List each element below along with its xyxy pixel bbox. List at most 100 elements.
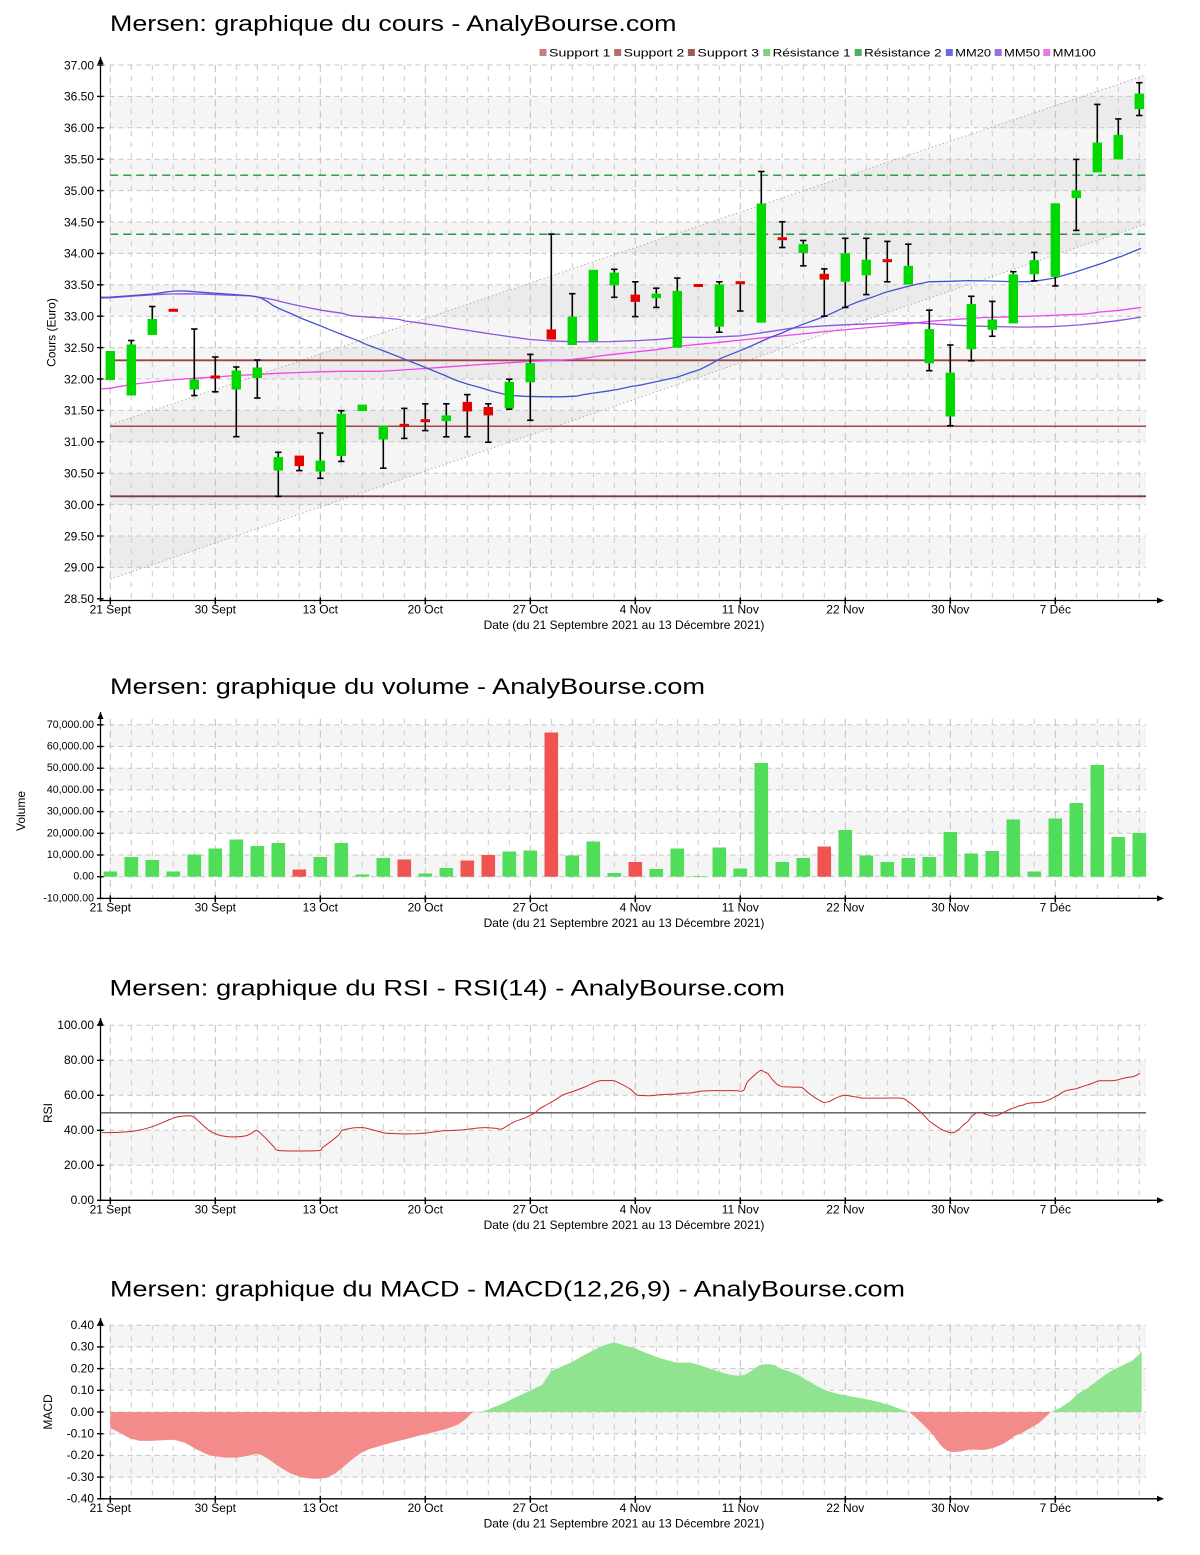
svg-text:Résistance 1: Résistance 1 [773, 48, 851, 60]
svg-text:20 Oct: 20 Oct [408, 1501, 444, 1515]
svg-text:Cours (Euro): Cours (Euro) [45, 298, 59, 367]
svg-text:Date (du 21 Septembre 2021 au: Date (du 21 Septembre 2021 au 13 Décembr… [484, 916, 765, 930]
svg-text:35.50: 35.50 [64, 153, 94, 167]
svg-text:21 Sept: 21 Sept [90, 603, 132, 617]
svg-text:33.00: 33.00 [64, 310, 94, 324]
svg-text:13 Oct: 13 Oct [303, 1203, 339, 1217]
svg-text:7 Déc: 7 Déc [1040, 1203, 1071, 1217]
svg-text:40.00: 40.00 [64, 1123, 94, 1137]
svg-text:30 Nov: 30 Nov [931, 1203, 969, 1217]
svg-text:36.50: 36.50 [64, 90, 94, 104]
svg-text:13 Oct: 13 Oct [303, 603, 339, 617]
svg-text:4 Nov: 4 Nov [620, 1203, 651, 1217]
svg-text:22 Nov: 22 Nov [826, 901, 864, 915]
svg-text:11 Nov: 11 Nov [722, 1501, 759, 1515]
svg-text:Date (du 21 Septembre 2021 au: Date (du 21 Septembre 2021 au 13 Décembr… [484, 1218, 765, 1232]
svg-text:80.00: 80.00 [64, 1053, 94, 1067]
svg-text:30,000.00: 30,000.00 [47, 806, 94, 818]
svg-text:Support 3: Support 3 [697, 48, 759, 60]
svg-text:30.00: 30.00 [64, 498, 94, 512]
svg-text:20.00: 20.00 [64, 1158, 94, 1172]
svg-text:21 Sept: 21 Sept [90, 1203, 132, 1217]
svg-text:10,000.00: 10,000.00 [47, 849, 94, 861]
svg-text:0.40: 0.40 [71, 1318, 95, 1332]
svg-text:27 Oct: 27 Oct [513, 603, 549, 617]
svg-text:-0.30: -0.30 [67, 1470, 95, 1484]
svg-text:0.00: 0.00 [71, 1405, 95, 1419]
svg-text:Support 2: Support 2 [624, 48, 685, 60]
svg-text:34.50: 34.50 [64, 215, 94, 229]
svg-text:Date (du 21 Septembre 2021 au: Date (du 21 Septembre 2021 au 13 Décembr… [484, 1516, 765, 1530]
svg-text:MM100: MM100 [1053, 48, 1096, 60]
svg-text:0.10: 0.10 [71, 1383, 95, 1397]
svg-text:27 Oct: 27 Oct [513, 1203, 549, 1217]
svg-text:32.00: 32.00 [64, 372, 94, 386]
svg-text:20 Oct: 20 Oct [408, 901, 444, 915]
svg-text:MM20: MM20 [955, 48, 991, 60]
svg-text:60,000.00: 60,000.00 [47, 741, 94, 753]
svg-text:0.20: 0.20 [71, 1361, 95, 1375]
svg-text:Mersen: graphique du volume -: Mersen: graphique du volume - AnalyBours… [110, 674, 705, 699]
svg-text:34.00: 34.00 [64, 247, 94, 261]
svg-text:Mersen: graphique du MACD - MA: Mersen: graphique du MACD - MACD(12,26,9… [110, 1277, 905, 1302]
svg-text:7 Déc: 7 Déc [1040, 1501, 1071, 1515]
svg-text:0.30: 0.30 [71, 1340, 95, 1354]
svg-text:100.00: 100.00 [57, 1018, 94, 1032]
svg-text:21 Sept: 21 Sept [90, 1501, 132, 1515]
svg-text:70,000.00: 70,000.00 [47, 719, 94, 731]
svg-text:-0.20: -0.20 [67, 1448, 95, 1462]
svg-text:22 Nov: 22 Nov [826, 1501, 864, 1515]
svg-text:MACD: MACD [41, 1394, 55, 1430]
svg-text:35.00: 35.00 [64, 184, 94, 198]
svg-text:29.50: 29.50 [64, 529, 94, 543]
svg-text:7 Déc: 7 Déc [1040, 901, 1071, 915]
svg-text:37.00: 37.00 [64, 58, 94, 72]
svg-text:4 Nov: 4 Nov [620, 603, 651, 617]
svg-text:22 Nov: 22 Nov [826, 1203, 864, 1217]
svg-text:27 Oct: 27 Oct [513, 1501, 549, 1515]
svg-text:7 Déc: 7 Déc [1040, 603, 1071, 617]
svg-text:30 Sept: 30 Sept [195, 901, 237, 915]
svg-text:30 Nov: 30 Nov [931, 901, 969, 915]
svg-text:Mersen: graphique du cours - A: Mersen: graphique du cours - AnalyBourse… [110, 11, 677, 36]
svg-text:Date (du 21 Septembre 2021 au: Date (du 21 Septembre 2021 au 13 Décembr… [484, 618, 765, 632]
svg-text:36.00: 36.00 [64, 121, 94, 135]
svg-text:Résistance 2: Résistance 2 [864, 48, 941, 60]
svg-text:30 Sept: 30 Sept [195, 603, 237, 617]
svg-text:30 Sept: 30 Sept [195, 1501, 237, 1515]
svg-text:11 Nov: 11 Nov [722, 603, 759, 617]
svg-text:50,000.00: 50,000.00 [47, 762, 94, 774]
svg-text:22 Nov: 22 Nov [826, 603, 864, 617]
svg-text:11 Nov: 11 Nov [722, 901, 759, 915]
svg-text:27 Oct: 27 Oct [513, 901, 549, 915]
svg-text:-0.10: -0.10 [67, 1427, 95, 1441]
svg-text:30 Nov: 30 Nov [931, 603, 969, 617]
svg-text:4 Nov: 4 Nov [620, 1501, 651, 1515]
svg-text:33.50: 33.50 [64, 278, 94, 292]
svg-text:Support 1: Support 1 [549, 48, 611, 60]
svg-text:30.50: 30.50 [64, 467, 94, 481]
svg-text:40,000.00: 40,000.00 [47, 784, 94, 796]
svg-text:28.50: 28.50 [64, 592, 94, 606]
svg-text:21 Sept: 21 Sept [90, 901, 132, 915]
svg-text:20 Oct: 20 Oct [408, 1203, 444, 1217]
svg-text:-10,000.00: -10,000.00 [43, 892, 94, 904]
svg-text:11 Nov: 11 Nov [722, 1203, 759, 1217]
svg-text:32.50: 32.50 [64, 341, 94, 355]
svg-text:30 Sept: 30 Sept [195, 1203, 237, 1217]
svg-text:Volume: Volume [14, 791, 28, 831]
svg-text:RSI: RSI [41, 1103, 55, 1123]
svg-text:MM50: MM50 [1004, 48, 1040, 60]
svg-text:-0.40: -0.40 [67, 1492, 95, 1506]
svg-text:4 Nov: 4 Nov [620, 901, 651, 915]
svg-text:Mersen: graphique du RSI - RSI: Mersen: graphique du RSI - RSI(14) - Ana… [110, 976, 786, 1001]
svg-text:20 Oct: 20 Oct [408, 603, 444, 617]
svg-text:60.00: 60.00 [64, 1088, 94, 1102]
svg-text:29.00: 29.00 [64, 561, 94, 575]
svg-text:31.00: 31.00 [64, 435, 94, 449]
svg-text:31.50: 31.50 [64, 404, 94, 418]
svg-text:0.00: 0.00 [71, 1193, 95, 1207]
svg-text:20,000.00: 20,000.00 [47, 827, 94, 839]
svg-text:13 Oct: 13 Oct [303, 1501, 339, 1515]
svg-text:0.00: 0.00 [73, 871, 94, 883]
